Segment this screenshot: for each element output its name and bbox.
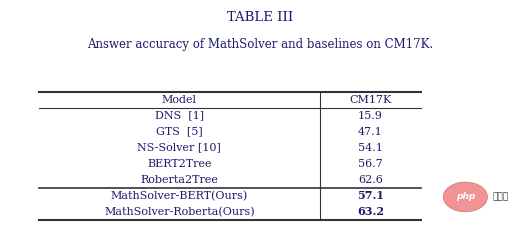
Text: Roberta2Tree: Roberta2Tree: [140, 175, 218, 185]
Text: 15.9: 15.9: [358, 111, 383, 121]
Text: 63.2: 63.2: [357, 206, 384, 217]
Text: 47.1: 47.1: [358, 127, 383, 137]
Text: MathSolver-BERT(Ours): MathSolver-BERT(Ours): [111, 191, 248, 201]
Ellipse shape: [443, 182, 488, 212]
Text: Model: Model: [162, 95, 197, 105]
Text: NS-Solver [10]: NS-Solver [10]: [137, 143, 222, 153]
Text: TABLE III: TABLE III: [227, 11, 293, 25]
Text: BERT2Tree: BERT2Tree: [147, 159, 212, 169]
Text: Answer accuracy of MathSolver and baselines on CM17K.: Answer accuracy of MathSolver and baseli…: [87, 38, 433, 51]
Text: DNS  [1]: DNS [1]: [155, 111, 204, 121]
Text: 56.7: 56.7: [358, 159, 383, 169]
Text: GTS  [5]: GTS [5]: [156, 127, 203, 137]
Text: php: php: [456, 192, 475, 202]
Text: CM17K: CM17K: [349, 95, 392, 105]
Text: MathSolver-Roberta(Ours): MathSolver-Roberta(Ours): [104, 207, 255, 217]
Text: 57.1: 57.1: [357, 190, 384, 201]
Text: 中文网: 中文网: [492, 192, 509, 202]
Text: 62.6: 62.6: [358, 175, 383, 185]
Text: 54.1: 54.1: [358, 143, 383, 153]
